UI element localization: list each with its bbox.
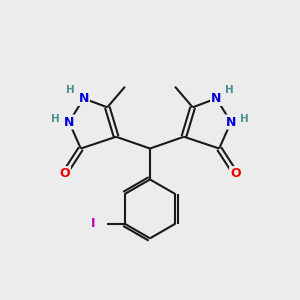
Text: N: N	[64, 116, 74, 128]
Text: H: H	[225, 85, 234, 95]
Text: N: N	[211, 92, 221, 105]
Text: O: O	[230, 167, 241, 180]
Text: H: H	[240, 114, 249, 124]
Text: N: N	[79, 92, 89, 105]
Text: N: N	[226, 116, 236, 128]
Text: H: H	[51, 114, 60, 124]
Text: O: O	[59, 167, 70, 180]
Text: H: H	[66, 85, 75, 95]
Text: I: I	[91, 217, 96, 230]
